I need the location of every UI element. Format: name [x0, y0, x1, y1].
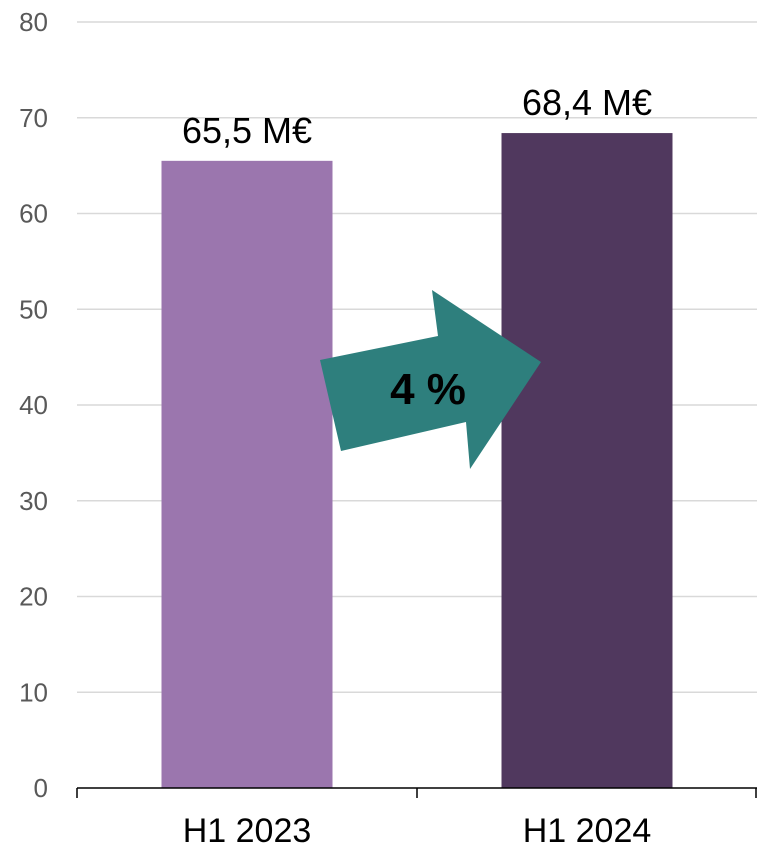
y-tick-label: 0: [34, 773, 48, 803]
data-labels: 65,5 M€ 68,4 M€: [182, 82, 652, 151]
bar-value-label: 68,4 M€: [522, 82, 652, 123]
y-tick-label: 40: [19, 390, 48, 420]
bar-h1-2023: [161, 160, 333, 788]
growth-arrow-icon: [320, 290, 541, 469]
bars: [161, 133, 673, 788]
y-tick-label: 20: [19, 582, 48, 612]
x-category-label: H1 2024: [523, 812, 652, 849]
y-tick-label: 70: [19, 103, 48, 133]
bar-h1-2024: [501, 133, 673, 788]
y-tick-label: 10: [19, 677, 48, 707]
y-tick-label: 30: [19, 486, 48, 516]
y-tick-label: 60: [19, 199, 48, 229]
x-axis: H1 2023 H1 2024: [76, 787, 757, 849]
y-axis-tick-labels: 0 10 20 30 40 50 60 70 80: [19, 7, 48, 803]
growth-annotation: 4 %: [320, 290, 541, 469]
bar-value-label: 65,5 M€: [182, 110, 312, 151]
y-tick-label: 50: [19, 294, 48, 324]
x-category-label: H1 2023: [183, 812, 312, 849]
growth-percentage-label: 4 %: [390, 365, 466, 414]
y-tick-label: 80: [19, 7, 48, 37]
